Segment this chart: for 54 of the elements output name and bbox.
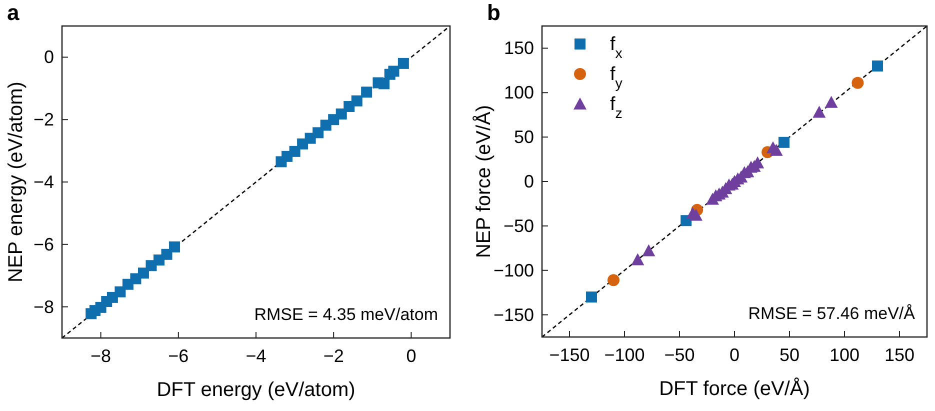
y-tick-label: 150 xyxy=(504,38,534,58)
point xyxy=(608,274,620,286)
legend-label: f$_{y}$ xyxy=(610,64,624,92)
x-tick-label: −4 xyxy=(246,346,266,366)
x-tick-label: −50 xyxy=(664,345,695,365)
x-tick-label: −6 xyxy=(168,346,189,366)
x-tick-label: −8 xyxy=(90,346,112,366)
y-tick-label: −8 xyxy=(33,296,54,317)
y-tick-label: 50 xyxy=(514,127,534,148)
point xyxy=(812,106,826,118)
point xyxy=(361,86,372,98)
point xyxy=(770,144,783,156)
x-axis-title: DFT energy (eV/atom) xyxy=(156,379,356,401)
y-tick-label: −4 xyxy=(33,172,54,192)
point xyxy=(388,66,400,77)
point xyxy=(778,136,790,148)
y-tick-label: 0 xyxy=(44,47,54,68)
chart-title: a xyxy=(7,0,20,25)
annotation: RMSE = 57.46 meV/Å xyxy=(748,304,916,323)
point xyxy=(312,127,324,138)
point xyxy=(351,95,362,106)
x-tick-label: 0 xyxy=(406,346,416,366)
point xyxy=(378,78,390,90)
point xyxy=(114,286,126,298)
chart-title: b xyxy=(487,0,500,25)
y-tick-label: 100 xyxy=(504,82,534,103)
point xyxy=(398,58,409,69)
point xyxy=(852,76,864,89)
point xyxy=(872,60,883,72)
point xyxy=(690,208,702,221)
annotation: RMSE = 4.35 meV/atom xyxy=(254,305,438,324)
point xyxy=(824,96,838,108)
y-tick-label: −150 xyxy=(493,304,534,325)
point xyxy=(631,253,644,266)
x-tick-label: 0 xyxy=(729,345,740,365)
legend-label: f$_{z}$ xyxy=(610,94,622,122)
x-tick-label: 100 xyxy=(829,345,860,365)
point xyxy=(169,241,180,252)
point xyxy=(586,292,597,303)
y-axis-title: NEP force (eV/Å) xyxy=(472,104,495,258)
y-axis-title: NEP energy (eV/atom) xyxy=(5,82,27,282)
x-tick-label: 50 xyxy=(779,345,800,365)
x-axis-title: DFT force (eV/Å) xyxy=(659,377,810,400)
y-tick-label: −6 xyxy=(33,234,54,254)
y-tick-label: 0 xyxy=(524,172,534,192)
legend-label: f$_{x}$ xyxy=(610,34,622,62)
x-tick-label: −100 xyxy=(604,345,645,365)
y-tick-label: −2 xyxy=(33,110,54,130)
x-tick-label: 150 xyxy=(884,345,915,365)
x-tick-label: −150 xyxy=(549,345,590,365)
x-tick-label: −2 xyxy=(323,346,344,366)
y-tick-label: −100 xyxy=(493,260,534,280)
y-tick-label: −50 xyxy=(503,216,534,236)
point xyxy=(642,244,656,256)
